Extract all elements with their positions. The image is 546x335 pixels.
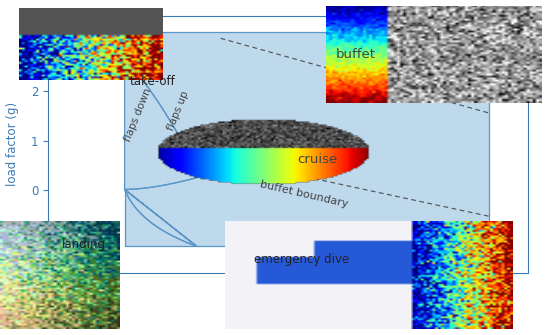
Y-axis label: load factor (g): load factor (g) [7,102,20,186]
Polygon shape [124,32,489,246]
Text: flaps down: flaps down [122,86,153,143]
Text: buffet: buffet [336,48,376,61]
Text: cruise: cruise [298,153,337,166]
Text: flaps up: flaps up [165,89,191,132]
Text: take-off: take-off [129,75,175,88]
Text: emergency dive: emergency dive [254,253,349,266]
X-axis label: EAS: EAS [275,287,301,300]
Polygon shape [124,189,197,246]
Text: landing: landing [62,238,106,251]
Text: buffet boundary: buffet boundary [259,180,349,209]
Polygon shape [124,61,201,189]
